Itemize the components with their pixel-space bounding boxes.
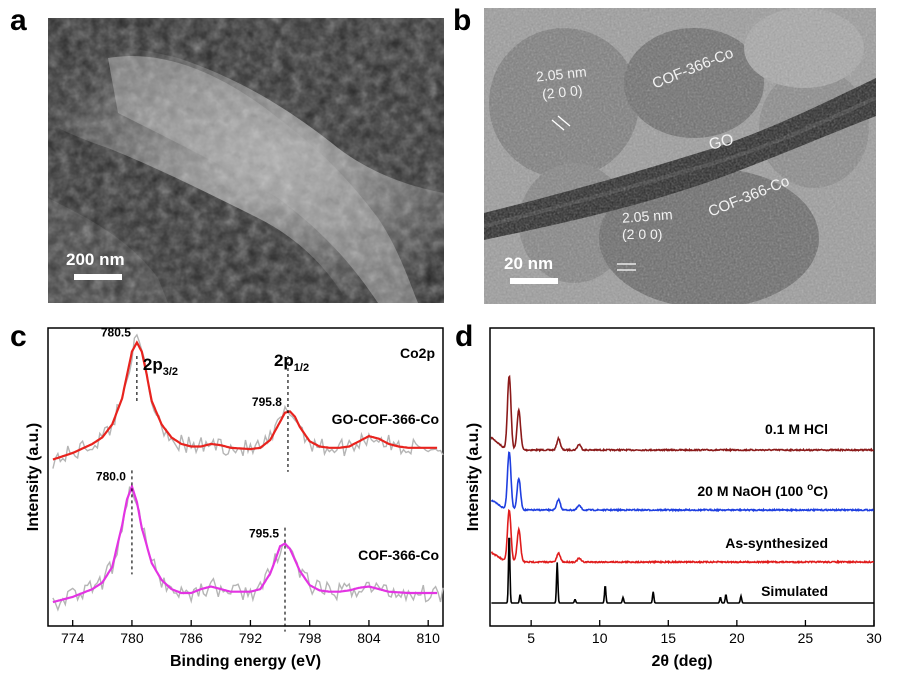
xrd-pattern-0 <box>490 374 875 453</box>
series-label-1: 20 M NaOH (100 oC) <box>697 482 828 499</box>
x-tick-label: 20 <box>729 630 745 646</box>
x-tick-label: 804 <box>357 630 381 646</box>
panel-d-letter: d <box>455 320 474 353</box>
xrd-chart: 5 10 15 20 25 30 2θ (deg) Intensity (a.u.) 0.1 M… <box>465 327 882 670</box>
y-axis-label: Intensity (a.u.) <box>465 423 482 531</box>
x-axis-label: Binding energy (eV) <box>170 653 321 670</box>
fit-curve-1 <box>52 482 438 604</box>
series-label-1: COF-366-Co <box>358 547 439 563</box>
panel-b-letter: b <box>453 4 472 37</box>
panel-c-letter: c <box>10 320 27 353</box>
x-tick-label: 25 <box>798 630 814 646</box>
x-tick-label: 5 <box>527 630 535 646</box>
x-tick-label: 774 <box>61 630 85 646</box>
x-tick-label: 780 <box>120 630 144 646</box>
x-tick-label: 792 <box>239 630 263 646</box>
x-tick-label: 810 <box>417 630 441 646</box>
xrd-pattern-3 <box>491 537 874 604</box>
y-axis-label: Intensity (a.u.) <box>25 423 42 531</box>
xps-chart: 774 780 786 792 798 804 810 Binding energy (eV)… <box>25 326 444 670</box>
label-2p1-2: 2p1/2 <box>274 351 309 374</box>
x-tick-label: 10 <box>592 630 608 646</box>
fit-curve-0 <box>52 340 438 461</box>
x-tick-label: 786 <box>180 630 204 646</box>
scale-bar-b <box>510 278 558 284</box>
x-tick-label: 30 <box>866 630 882 646</box>
x-tick-label: 15 <box>660 630 676 646</box>
xrd-pattern-1 <box>490 451 874 513</box>
label-2p3-2: 2p3/2 <box>143 355 178 378</box>
series-label-0: GO-COF-366-Co <box>332 411 439 427</box>
annotation-co2p: Co2p <box>400 345 435 361</box>
series-label-0: 0.1 M HCl <box>765 421 828 437</box>
x-axis-label: 2θ (deg) <box>651 653 712 670</box>
scale-label-b: 20 nm <box>504 254 554 273</box>
scale-bar-a <box>74 274 122 280</box>
tem-label-miller-bottom: (2 0 0) <box>622 226 663 242</box>
plot-frame <box>489 327 875 627</box>
peak-value-label: 795.8 <box>252 395 282 409</box>
panel-a-letter: a <box>10 4 27 37</box>
scale-label-a: 200 nm <box>66 250 125 269</box>
peak-value-label: 780.0 <box>96 469 126 483</box>
series-label-3: Simulated <box>761 583 828 599</box>
tem-image: 2.05 nm (2 0 0) COF-366-Co GO COF-366-Co… <box>484 8 876 304</box>
sem-image: 200 nm <box>48 18 444 303</box>
raw-spectrum-0 <box>52 333 444 469</box>
xrd-pattern-2 <box>490 508 875 565</box>
series-label-2: As-synthesized <box>725 535 828 551</box>
raw-spectrum-1 <box>52 485 444 612</box>
x-tick-label: 798 <box>298 630 322 646</box>
peak-value-label: 780.5 <box>101 326 131 340</box>
plot-frame <box>47 327 444 627</box>
peak-value-label: 795.5 <box>249 527 279 541</box>
